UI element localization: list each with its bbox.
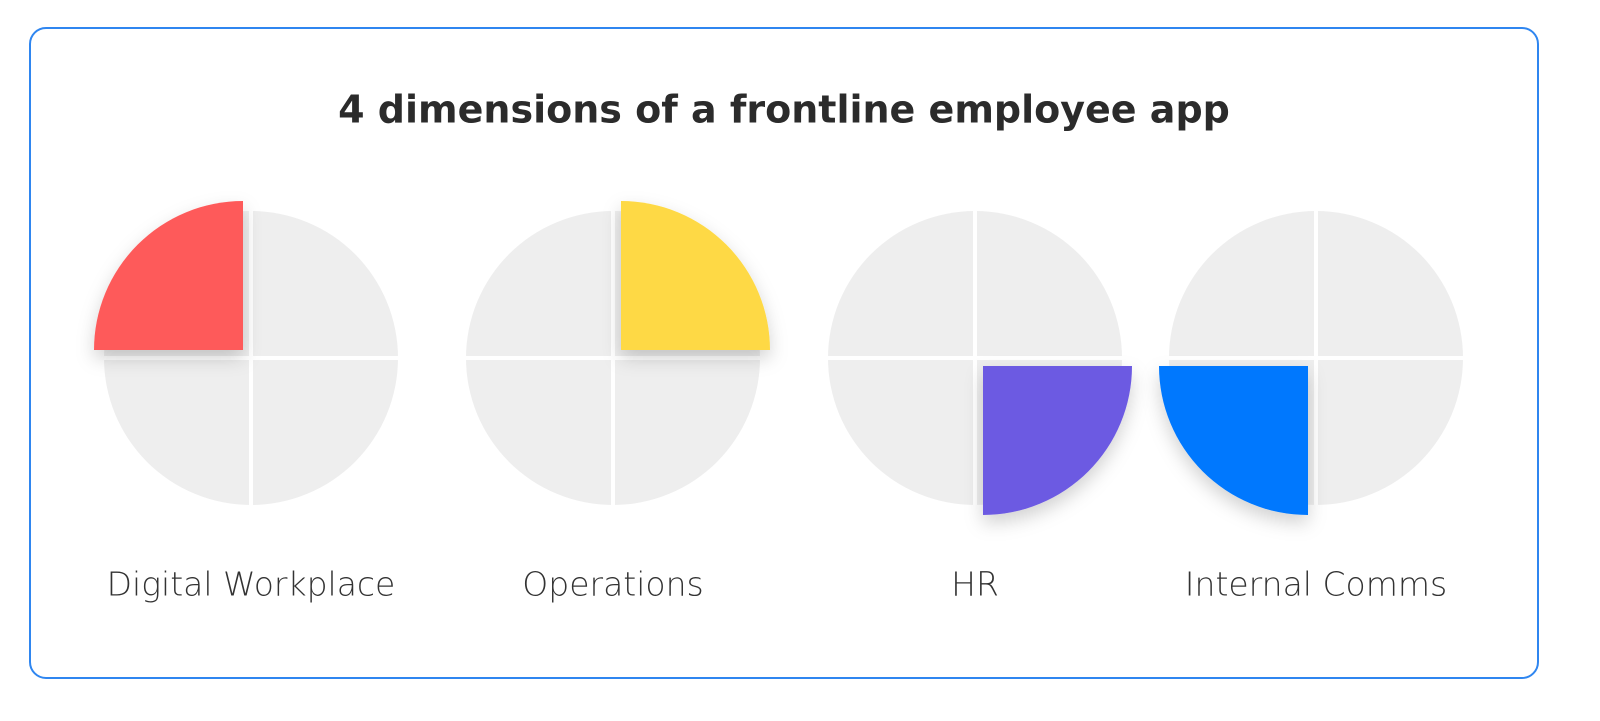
dimension-label: Digital Workplace — [107, 565, 396, 604]
dimension-label: Internal Comms — [1185, 565, 1447, 604]
highlighted-quadrant — [1159, 366, 1308, 515]
highlighted-quadrant — [621, 201, 770, 350]
dimension-label: HR — [951, 565, 999, 604]
dimension-label: Operations — [522, 565, 703, 604]
dimensions: Digital Workplace Operations HR Internal Co… — [94, 201, 1463, 604]
title: 4 dimensions of a frontline employee app — [338, 88, 1230, 132]
card-border — [29, 27, 1539, 679]
highlighted-quadrant — [94, 201, 243, 350]
highlighted-quadrant — [983, 366, 1132, 515]
